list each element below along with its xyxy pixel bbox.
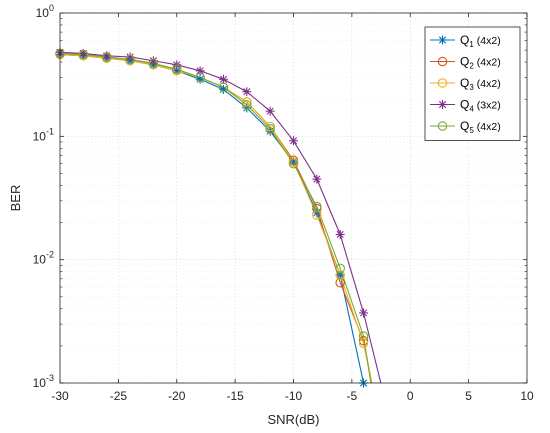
series-5-point — [101, 52, 112, 62]
series-5-point — [125, 54, 135, 65]
series-5-point — [148, 58, 159, 69]
y-axis-label: BER — [8, 185, 23, 212]
series-1-point — [218, 84, 228, 94]
series-2-point — [358, 336, 369, 346]
x-tick-label-5: -5 — [347, 389, 358, 403]
series-5-point — [335, 263, 345, 274]
series-5-point — [265, 124, 275, 134]
series-1-point — [195, 74, 205, 84]
series-5-point — [242, 100, 252, 110]
series-5-point — [172, 64, 182, 74]
series-4-point — [125, 52, 135, 62]
series-5-point — [195, 72, 205, 83]
series-3-point — [358, 338, 369, 349]
y-tick-label-0: 100 — [36, 3, 54, 20]
x-tick-label-4: -10 — [285, 389, 303, 403]
legend-marker — [437, 78, 448, 88]
legend-marker — [438, 100, 447, 109]
legend-item-2[interactable]: Q2 (4x2) — [430, 55, 501, 71]
legend-label: Q3 (4x2) — [460, 76, 501, 92]
series-5-point — [358, 331, 369, 341]
series-4-point — [359, 308, 369, 318]
x-tick-label-8: 10 — [520, 389, 534, 403]
series-1-point — [335, 270, 345, 280]
legend-item-4[interactable]: Q4 (3x2) — [430, 98, 501, 114]
markers-layer — [55, 47, 369, 388]
y-tick-label-1: 10-1 — [33, 126, 54, 143]
series-4-point — [312, 174, 322, 184]
series-4-point — [218, 74, 228, 84]
series-3-point — [242, 97, 252, 107]
legend-item-3[interactable]: Q3 (4x2) — [430, 76, 501, 92]
series-5-point — [78, 49, 89, 60]
x-tick-labels: -30 -25 -20 -15 -10 -5 0 5 10 — [51, 389, 534, 403]
series-4-point — [242, 87, 252, 97]
x-tick-label-6: 0 — [407, 389, 414, 403]
series-5-point — [218, 82, 229, 93]
x-tick-label-2: -20 — [168, 389, 186, 403]
x-tick-label-7: 5 — [465, 389, 472, 403]
legend-label: Q4 (3x2) — [460, 98, 501, 114]
legend-marker — [437, 121, 448, 131]
x-tick-label-3: -15 — [226, 389, 244, 403]
x-tick-label-0: -30 — [51, 389, 69, 403]
series-5-point — [312, 201, 322, 212]
series-4-point — [289, 136, 298, 146]
y-tick-label-2: 10-2 — [33, 250, 54, 267]
y-tick-label-3: 10-3 — [33, 373, 54, 390]
x-tick-label-1: -25 — [110, 389, 128, 403]
legend-label: Q2 (4x2) — [460, 55, 501, 71]
ticks — [59, 12, 528, 384]
series-2-point — [335, 277, 345, 288]
legend[interactable]: Q1 (4x2) Q2 (4x2) Q3 (4x2) Q4 (3x2) Q5 (4x2) — [424, 26, 521, 141]
x-axis-label: SNR(dB) — [267, 412, 319, 427]
series-4-point — [265, 106, 275, 116]
series-3-point — [265, 121, 275, 132]
legend-marker — [437, 56, 448, 67]
legend-marker — [438, 35, 447, 45]
legend-item-1[interactable]: Q1 (4x2) — [430, 33, 501, 49]
legend-label: Q5 (4x2) — [460, 119, 501, 135]
legend-label: Q1 (4x2) — [460, 33, 501, 49]
series-4-point — [335, 229, 345, 239]
series-5-point — [288, 158, 299, 169]
legend-item-5[interactable]: Q5 (4x2) — [430, 119, 501, 135]
series-3-point — [335, 270, 345, 280]
y-tick-labels: 100 10-1 10-2 10-3 — [33, 3, 54, 390]
